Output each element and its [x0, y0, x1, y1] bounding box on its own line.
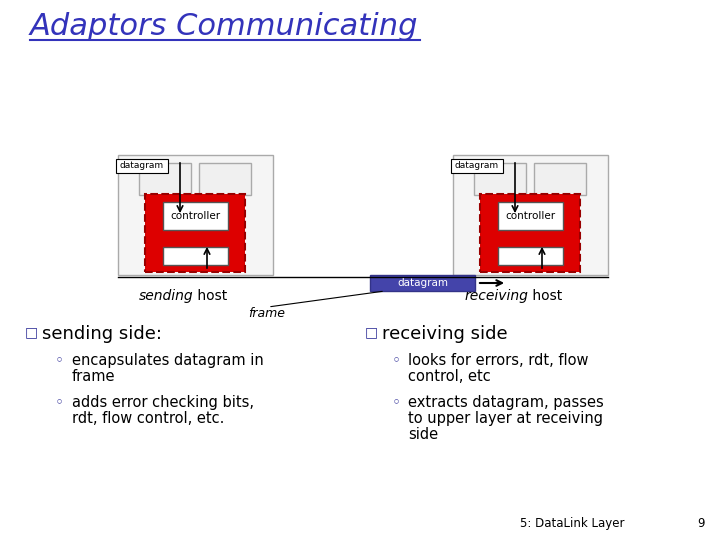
Bar	[534, 163, 586, 195]
Text: □: □	[25, 325, 38, 339]
Text: control, etc: control, etc	[408, 369, 491, 384]
Text: looks for errors, rdt, flow: looks for errors, rdt, flow	[408, 353, 588, 368]
Text: 9: 9	[698, 517, 705, 530]
Text: adds error checking bits,: adds error checking bits,	[72, 395, 254, 410]
Text: extracts datagram, passes: extracts datagram, passes	[408, 395, 604, 410]
Bar	[451, 159, 503, 173]
Bar	[139, 163, 191, 195]
Text: datagram: datagram	[397, 278, 448, 288]
Text: encapsulates datagram in: encapsulates datagram in	[72, 353, 264, 368]
Text: rdt, flow control, etc.: rdt, flow control, etc.	[72, 411, 225, 426]
Bar	[498, 202, 562, 230]
Text: side: side	[408, 427, 438, 442]
Bar	[452, 155, 608, 275]
Bar	[163, 202, 228, 230]
Bar	[474, 163, 526, 195]
Text: ◦: ◦	[392, 395, 401, 410]
Text: sending: sending	[138, 289, 193, 303]
Text: frame: frame	[72, 369, 115, 384]
Text: ◦: ◦	[392, 353, 401, 368]
Text: Adaptors Communicating: Adaptors Communicating	[30, 12, 418, 41]
Bar	[498, 247, 562, 265]
Bar	[163, 247, 228, 265]
Text: host: host	[193, 289, 228, 303]
Bar	[370, 275, 475, 291]
Bar	[480, 194, 580, 272]
Text: receiving: receiving	[464, 289, 528, 303]
Bar	[115, 159, 168, 173]
Text: datagram: datagram	[454, 161, 498, 171]
Text: ◦: ◦	[55, 353, 64, 368]
Text: to upper layer at receiving: to upper layer at receiving	[408, 411, 603, 426]
Text: controller: controller	[505, 211, 555, 221]
Bar	[117, 155, 272, 275]
Text: frame: frame	[248, 307, 285, 320]
Text: receiving side: receiving side	[382, 325, 508, 343]
Text: host: host	[528, 289, 562, 303]
Text: controller: controller	[170, 211, 220, 221]
Bar	[145, 194, 245, 272]
Text: datagram: datagram	[120, 161, 163, 171]
Text: sending side:: sending side:	[42, 325, 162, 343]
Text: □: □	[365, 325, 378, 339]
Text: ◦: ◦	[55, 395, 64, 410]
Text: 5: DataLink Layer: 5: DataLink Layer	[520, 517, 624, 530]
Bar	[199, 163, 251, 195]
